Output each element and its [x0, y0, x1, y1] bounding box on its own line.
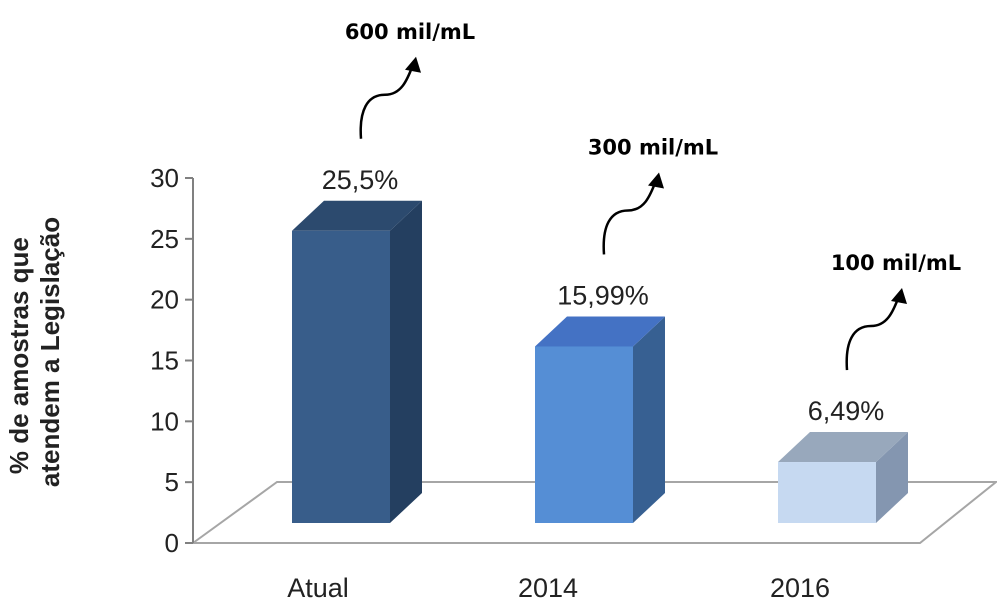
y-axis-title-line-2: atendem a Legislação: [35, 217, 65, 487]
y-axis-title-line-1: % de amostras que: [4, 237, 34, 474]
bar-side: [390, 200, 422, 523]
y-tick-label: 15: [150, 346, 179, 376]
y-tick-label: 25: [150, 224, 179, 254]
category-label: Atual: [287, 573, 349, 603]
y-axis: [185, 177, 194, 544]
annotation-arrow-head: [891, 288, 907, 305]
data-labels: 25,5% 15,99% 6,49%: [322, 165, 885, 426]
y-tick-label: 20: [150, 285, 179, 315]
bar-front: [778, 462, 876, 523]
annotation: 300 mil/mL: [588, 135, 718, 255]
bar-2016: [778, 432, 908, 523]
annotation-text: 100 mil/mL: [831, 251, 961, 275]
annotation-arrow-line: [602, 180, 658, 255]
y-tick-label: 0: [165, 528, 179, 558]
bar-top: [292, 200, 422, 231]
annotation-text: 600 mil/mL: [345, 20, 475, 44]
data-label: 15,99%: [557, 280, 649, 310]
bar-top: [778, 432, 908, 463]
annotation-arrow-head: [405, 56, 421, 73]
annotation-arrow-line: [359, 64, 415, 139]
category-label: 2016: [770, 573, 830, 603]
category-labels: Atual 2014 2016: [287, 573, 830, 603]
bar-front: [535, 346, 633, 523]
data-label: 6,49%: [808, 396, 885, 426]
data-label: 25,5%: [322, 165, 399, 195]
annotation-text: 300 mil/mL: [588, 135, 718, 159]
bar-side: [876, 432, 908, 523]
bar-atual: [292, 200, 422, 523]
annotations: 600 mil/mL 300 mil/mL 100 mil/mL: [345, 20, 961, 371]
y-tick-label: 30: [150, 163, 179, 193]
y-tick-label: 10: [150, 406, 179, 436]
bar-front: [292, 230, 390, 523]
bar-side: [633, 316, 665, 523]
annotation-arrow-line: [845, 295, 901, 371]
y-axis-title: % de amostras que atendem a Legislação: [4, 217, 65, 487]
bar-2014: [535, 316, 665, 523]
category-label: 2014: [518, 573, 578, 603]
bars: [292, 200, 908, 523]
annotation-arrow-head: [648, 172, 664, 189]
annotation: 100 mil/mL: [831, 251, 961, 371]
bar-top: [535, 316, 665, 347]
y-tick-labels: 0 5 10 15 20 25 30: [150, 163, 179, 558]
y-tick-label: 5: [165, 467, 179, 497]
annotation: 600 mil/mL: [345, 20, 475, 139]
